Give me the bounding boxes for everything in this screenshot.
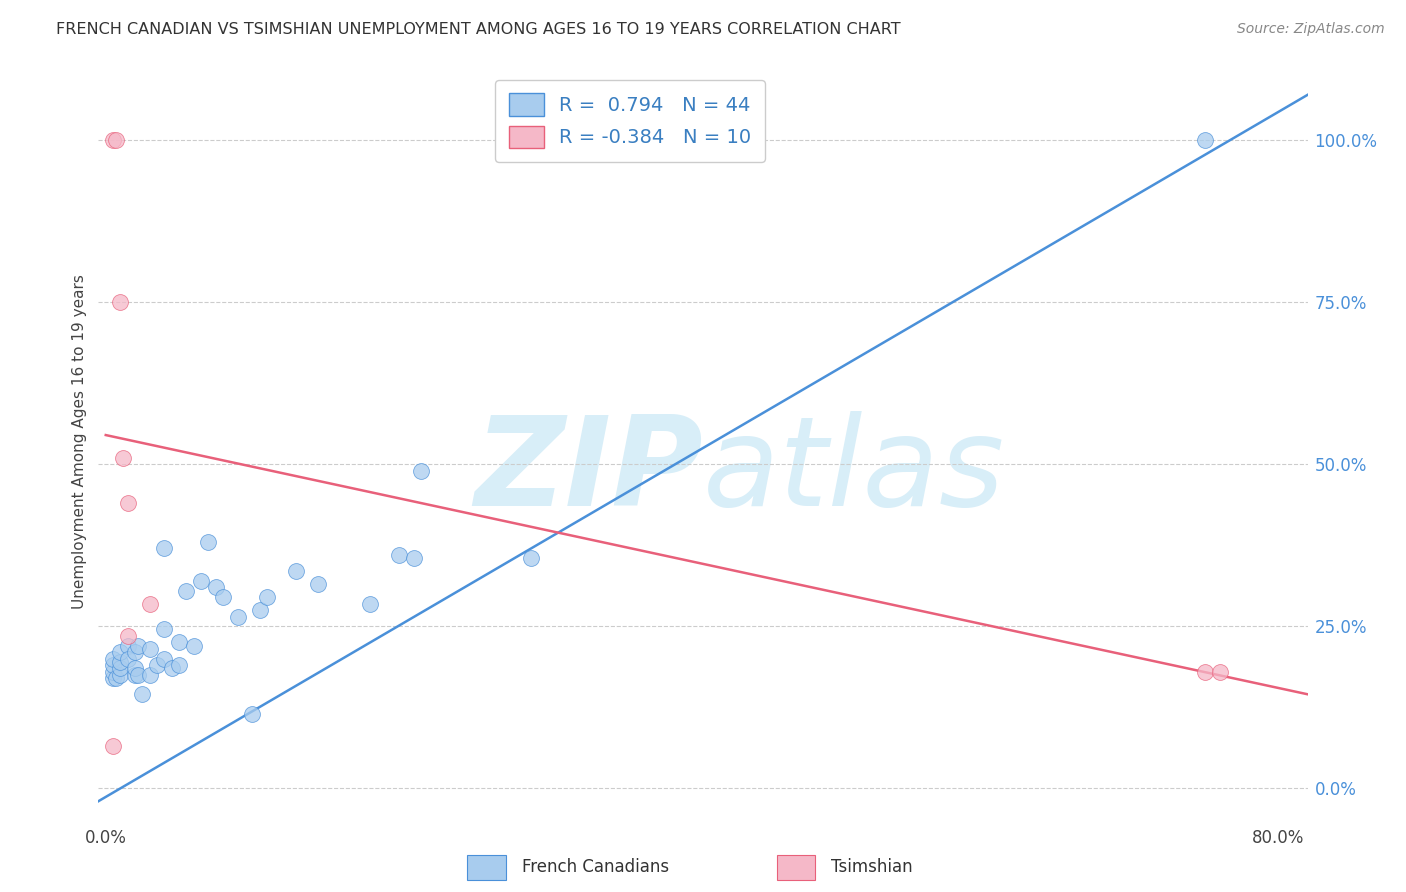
- Point: [1194, 133, 1216, 147]
- Text: ZIP: ZIP: [474, 411, 703, 533]
- Point: [127, 668, 149, 682]
- Point: [124, 645, 146, 659]
- Point: [146, 658, 169, 673]
- Point: [197, 535, 219, 549]
- Point: [388, 548, 411, 562]
- Bar: [467, 855, 506, 880]
- Text: French Canadians: French Canadians: [522, 858, 669, 877]
- Point: [110, 668, 132, 682]
- Text: Source: ZipAtlas.com: Source: ZipAtlas.com: [1237, 22, 1385, 37]
- Point: [131, 687, 153, 701]
- Point: [110, 661, 132, 675]
- Point: [307, 577, 329, 591]
- Point: [101, 658, 124, 673]
- Point: [240, 706, 263, 721]
- Point: [1208, 665, 1230, 679]
- Point: [124, 668, 146, 682]
- Point: [167, 658, 190, 673]
- Point: [127, 639, 149, 653]
- Point: [112, 450, 135, 465]
- Text: atlas: atlas: [703, 411, 1005, 533]
- Point: [117, 639, 139, 653]
- Point: [117, 651, 139, 665]
- Point: [101, 739, 124, 753]
- Point: [117, 496, 139, 510]
- Point: [226, 609, 249, 624]
- Point: [285, 564, 308, 578]
- Legend: R =  0.794   N = 44, R = -0.384   N = 10: R = 0.794 N = 44, R = -0.384 N = 10: [495, 79, 765, 161]
- Point: [520, 551, 543, 566]
- Point: [110, 655, 132, 669]
- Point: [101, 665, 124, 679]
- Point: [105, 133, 128, 147]
- Point: [409, 464, 432, 478]
- Point: [402, 551, 425, 566]
- Text: FRENCH CANADIAN VS TSIMSHIAN UNEMPLOYMENT AMONG AGES 16 TO 19 YEARS CORRELATION : FRENCH CANADIAN VS TSIMSHIAN UNEMPLOYMEN…: [56, 22, 901, 37]
- Point: [138, 641, 160, 656]
- Point: [117, 629, 139, 643]
- Point: [256, 590, 278, 604]
- Point: [101, 651, 124, 665]
- Point: [176, 583, 198, 598]
- Point: [105, 671, 128, 685]
- Point: [183, 639, 205, 653]
- Point: [101, 133, 124, 147]
- Point: [110, 295, 132, 310]
- Point: [153, 541, 176, 556]
- Point: [204, 580, 226, 594]
- Point: [190, 574, 212, 588]
- Point: [167, 635, 190, 649]
- Point: [153, 623, 176, 637]
- Point: [124, 661, 146, 675]
- Point: [153, 651, 176, 665]
- Point: [359, 597, 381, 611]
- Point: [138, 668, 160, 682]
- Bar: [778, 855, 815, 880]
- Point: [249, 603, 271, 617]
- Point: [1194, 665, 1216, 679]
- Point: [212, 590, 235, 604]
- Point: [101, 671, 124, 685]
- Point: [110, 645, 132, 659]
- Y-axis label: Unemployment Among Ages 16 to 19 years: Unemployment Among Ages 16 to 19 years: [72, 274, 87, 609]
- Point: [138, 597, 160, 611]
- Text: Tsimshian: Tsimshian: [831, 858, 912, 877]
- Point: [160, 661, 183, 675]
